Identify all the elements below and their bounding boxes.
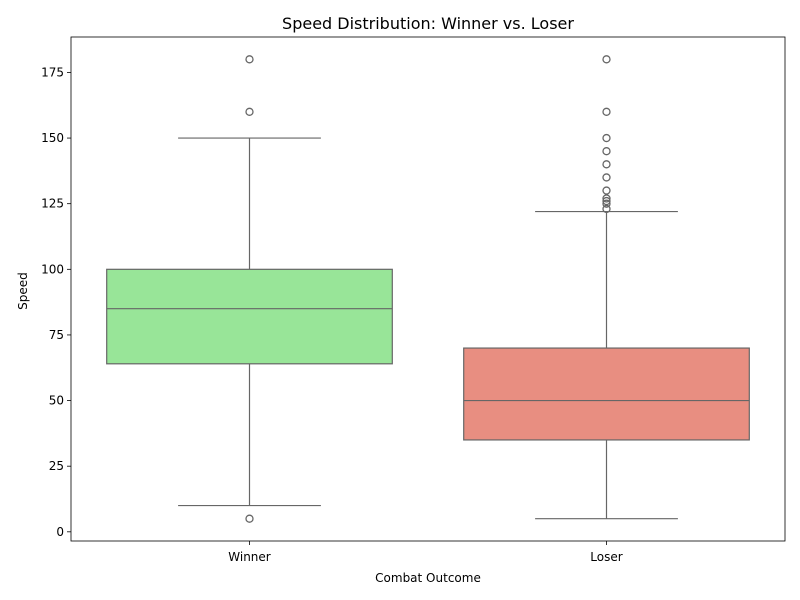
y-tick-label: 25 (49, 459, 64, 473)
iqr-box (463, 347, 750, 441)
y-tick-label: 75 (49, 328, 64, 342)
y-tick-label: 125 (41, 197, 64, 211)
x-tick-label: Loser (590, 550, 622, 564)
y-axis: 0 25 50 75 100 125 150 175 (41, 65, 71, 539)
outlier-point (245, 107, 254, 116)
y-axis-label: Speed (16, 272, 30, 310)
plot-area (70, 36, 786, 542)
y-tick-label: 175 (41, 65, 64, 79)
outlier-point (602, 160, 611, 169)
y-tick-label: 150 (41, 131, 64, 145)
outlier-point (602, 199, 611, 208)
box-winner (106, 55, 393, 523)
outlier-point (602, 196, 611, 206)
x-tick-label: Winner (228, 550, 271, 564)
iqr-box (106, 268, 393, 365)
y-tick-label: 0 (56, 525, 64, 539)
outlier-point (602, 55, 611, 64)
outlier-point (602, 186, 611, 195)
chart-title: Speed Distribution: Winner vs. Loser (282, 14, 574, 33)
outlier-point (602, 173, 611, 182)
outlier-point (602, 204, 611, 214)
x-axis-label: Combat Outcome (375, 571, 481, 585)
outlier-point (245, 514, 254, 523)
outlier-point (602, 194, 611, 203)
x-axis: Winner Loser (228, 541, 623, 564)
y-tick-label: 50 (49, 394, 64, 408)
box-loser (463, 55, 750, 520)
outlier-point (245, 55, 254, 64)
outlier-point (602, 107, 611, 116)
outlier-point (602, 133, 611, 143)
y-tick-label: 100 (41, 262, 64, 276)
outlier-point (602, 147, 611, 156)
plot-frame (70, 36, 786, 542)
